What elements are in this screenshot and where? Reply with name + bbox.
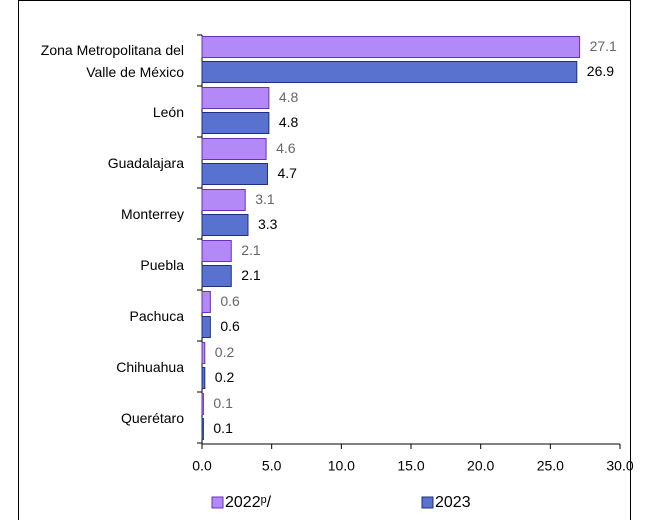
value-label: 4.8 — [279, 89, 299, 105]
category-label: Querétaro — [120, 409, 184, 426]
legend-swatch — [211, 496, 224, 509]
value-label: 3.1 — [255, 191, 275, 207]
x-tick-label: 25.0 — [537, 458, 564, 474]
bar — [201, 342, 206, 364]
bar — [201, 393, 204, 415]
value-label: 26.9 — [587, 63, 614, 79]
value-label: 4.6 — [276, 140, 296, 156]
category-label: Pachuca — [129, 307, 184, 324]
bar — [201, 163, 268, 185]
x-tick-label: 30.0 — [606, 458, 633, 474]
bar — [201, 214, 249, 236]
category-label: Monterrey — [120, 205, 184, 222]
x-tick-label: 5.0 — [262, 458, 282, 474]
bar — [201, 291, 211, 313]
bar — [201, 189, 246, 211]
frame — [18, 0, 631, 520]
x-tick-label: 0.0 — [192, 458, 212, 474]
category-label: Guadalajara — [107, 154, 184, 171]
bar — [201, 265, 232, 287]
bar — [201, 87, 270, 109]
value-label: 2.1 — [241, 242, 261, 258]
bar — [201, 418, 204, 440]
value-label: 2.1 — [241, 267, 261, 283]
value-label: 3.3 — [258, 216, 278, 232]
legend-label: 2022ᵖ/ — [225, 494, 272, 511]
bar — [201, 316, 211, 338]
value-label: 0.1 — [213, 420, 233, 436]
value-label: 4.7 — [277, 165, 297, 181]
legend-swatch — [421, 496, 434, 509]
x-tick-label: 15.0 — [397, 458, 424, 474]
value-label: 0.2 — [215, 369, 235, 385]
bar — [201, 367, 206, 389]
value-label: 0.1 — [213, 395, 233, 411]
x-tick-label: 20.0 — [467, 458, 494, 474]
x-tick-label: 10.0 — [328, 458, 355, 474]
value-label: 0.6 — [220, 293, 240, 309]
bar — [201, 138, 267, 160]
category-label: Puebla — [140, 256, 184, 273]
value-label: 0.2 — [215, 344, 235, 360]
value-label: 0.6 — [220, 318, 240, 334]
bar — [201, 61, 578, 83]
category-label: León — [152, 103, 184, 120]
value-label: 4.8 — [279, 114, 299, 130]
bar — [201, 240, 232, 262]
category-label: Chihuahua — [116, 358, 184, 375]
bar — [201, 36, 581, 58]
value-label: 27.1 — [590, 38, 617, 54]
bar — [201, 112, 270, 134]
category-label: Zona Metropolitana del Valle de México — [40, 41, 184, 80]
legend-label: 2023 — [435, 494, 471, 511]
